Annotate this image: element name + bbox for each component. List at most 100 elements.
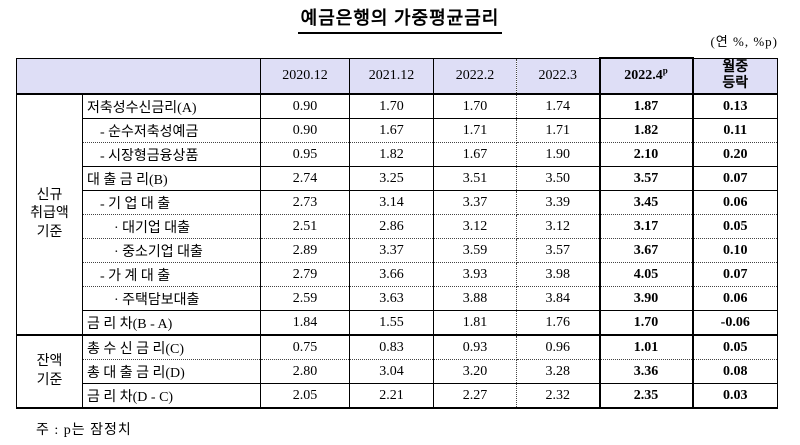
cell-value: 1.70 [598, 310, 694, 336]
col-header-2021-12: 2021.12 [349, 58, 434, 95]
group-label-outstanding: 잔액 기준 [16, 335, 83, 408]
table-row: · 주택담보대출 2.59 3.63 3.88 3.84 3.90 0.06 [17, 286, 778, 311]
cell-value: 0.90 [260, 94, 350, 119]
cell-value: 3.45 [598, 190, 694, 215]
cell-value: 2.27 [433, 383, 517, 408]
col-header-2022-4p: 2022.4p [598, 57, 694, 95]
cell-value: 2.86 [349, 214, 434, 239]
table-row: - 순수저축성예금 0.90 1.67 1.71 1.71 1.82 0.11 [17, 118, 778, 143]
cell-value: 2.59 [260, 286, 350, 311]
cell-value: 0.90 [260, 118, 350, 143]
cell-value: 0.11 [692, 118, 778, 143]
header-row: 2020.12 2021.12 2022.2 2022.3 2022.4p 월중… [16, 57, 778, 95]
cell-value: 0.20 [692, 142, 778, 167]
page-title-text: 예금은행의 가중평균금리 [297, 4, 503, 34]
table-row: 신규 취급액 기준 저축성수신금리(A) 0.90 1.70 1.70 1.74… [16, 94, 778, 336]
row-label: 금 리 차(B - A) [82, 310, 261, 336]
cell-value: 1.71 [433, 118, 517, 143]
cell-value: 0.10 [692, 238, 778, 263]
table-row: 총 대 출 금 리(D) 2.80 3.04 3.20 3.28 3.36 0.… [17, 359, 778, 384]
cell-value: 3.37 [433, 190, 517, 215]
cell-value: 0.07 [692, 166, 778, 191]
provisional-superscript: p [662, 65, 668, 76]
cell-value: 0.07 [692, 262, 778, 287]
cell-value: 1.76 [516, 310, 600, 336]
row-label: · 주택담보대출 [82, 286, 261, 311]
cell-value: 3.84 [516, 286, 600, 311]
unit-note: (연 %, %p) [710, 34, 778, 49]
table-row: 금 리 차(D - C) 2.05 2.21 2.27 2.32 2.35 0.… [17, 383, 778, 408]
cell-value: 0.83 [349, 335, 434, 360]
cell-value: 0.06 [692, 286, 778, 311]
cell-value: 3.28 [516, 359, 600, 384]
cell-value: 3.57 [516, 238, 600, 263]
cell-value: 3.12 [433, 214, 517, 239]
col-header-2022-3: 2022.3 [516, 58, 600, 95]
page-title: 예금은행의 가중평균금리 [0, 4, 800, 34]
cell-value: 3.17 [598, 214, 694, 239]
cell-value: 3.39 [516, 190, 600, 215]
cell-value: 1.82 [349, 142, 434, 167]
cell-value: 2.73 [260, 190, 350, 215]
cell-value: 1.67 [433, 142, 517, 167]
table-row: 대 출 금 리(B) 2.74 3.25 3.51 3.50 3.57 0.07 [17, 166, 778, 191]
cell-value: 1.74 [516, 94, 600, 119]
cell-value: 3.50 [516, 166, 600, 191]
cell-value: 3.37 [349, 238, 434, 263]
table-row: 잔액 기준 총 수 신 금 리(C) 0.75 0.83 0.93 0.96 1… [16, 335, 778, 408]
cell-value: 2.21 [349, 383, 434, 408]
cell-value: 3.25 [349, 166, 434, 191]
table-row: - 기 업 대 출 2.73 3.14 3.37 3.39 3.45 0.06 [17, 190, 778, 215]
cell-value: 1.71 [516, 118, 600, 143]
row-label: - 기 업 대 출 [82, 190, 261, 215]
cell-value: 3.51 [433, 166, 517, 191]
row-label: - 가 계 대 출 [82, 262, 261, 287]
group-label-new-transactions: 신규 취급액 기준 [16, 94, 83, 336]
cell-value: 0.93 [433, 335, 517, 360]
cell-value: 3.63 [349, 286, 434, 311]
cell-value: 0.95 [260, 142, 350, 167]
row-label: 총 수 신 금 리(C) [82, 335, 261, 360]
cell-value: 3.12 [516, 214, 600, 239]
cell-value: 1.81 [433, 310, 517, 336]
row-label: 대 출 금 리(B) [82, 166, 261, 191]
col-header-2022-4p-text: 2022.4 [624, 68, 663, 83]
col-header-2022-2: 2022.2 [433, 58, 517, 95]
col-header-monthly-change: 월중 등락 [692, 58, 778, 95]
cell-value: 2.74 [260, 166, 350, 191]
cell-value: 2.79 [260, 262, 350, 287]
cell-value: 0.96 [516, 335, 600, 360]
cell-value: 0.05 [692, 214, 778, 239]
cell-value: 0.08 [692, 359, 778, 384]
rates-table: 2020.12 2021.12 2022.2 2022.3 2022.4p 월중… [16, 57, 778, 409]
cell-value: 3.66 [349, 262, 434, 287]
row-label: - 시장형금융상품 [82, 142, 261, 167]
row-label: 금 리 차(D - C) [82, 383, 261, 408]
table-row: · 중소기업 대출 2.89 3.37 3.59 3.57 3.67 0.10 [17, 238, 778, 263]
cell-value: 1.01 [598, 335, 694, 360]
footnote: 주 : p는 잠정치 [36, 423, 132, 438]
cell-value: 1.70 [349, 94, 434, 119]
row-label: · 중소기업 대출 [82, 238, 261, 263]
cell-value: 3.14 [349, 190, 434, 215]
table-row: 금 리 차(B - A) 1.84 1.55 1.81 1.76 1.70 -0… [17, 310, 778, 336]
cell-value: 3.36 [598, 359, 694, 384]
cell-value: 3.04 [349, 359, 434, 384]
cell-value: -0.06 [692, 310, 778, 336]
cell-value: 2.51 [260, 214, 350, 239]
row-label: 저축성수신금리(A) [82, 94, 261, 119]
cell-value: 3.98 [516, 262, 600, 287]
table-row: - 가 계 대 출 2.79 3.66 3.93 3.98 4.05 0.07 [17, 262, 778, 287]
cell-value: 3.20 [433, 359, 517, 384]
cell-value: 1.55 [349, 310, 434, 336]
cell-value: 2.89 [260, 238, 350, 263]
cell-value: 1.70 [433, 94, 517, 119]
cell-value: 2.32 [545, 387, 571, 403]
cell-value: 0.03 [723, 387, 748, 403]
cell-value: 3.57 [598, 166, 694, 191]
table-row: · 대기업 대출 2.51 2.86 3.12 3.12 3.17 0.05 [17, 214, 778, 239]
cell-value: 3.93 [433, 262, 517, 287]
col-header-2020-12: 2020.12 [260, 58, 350, 95]
cell-value: 2.05 [260, 383, 350, 408]
